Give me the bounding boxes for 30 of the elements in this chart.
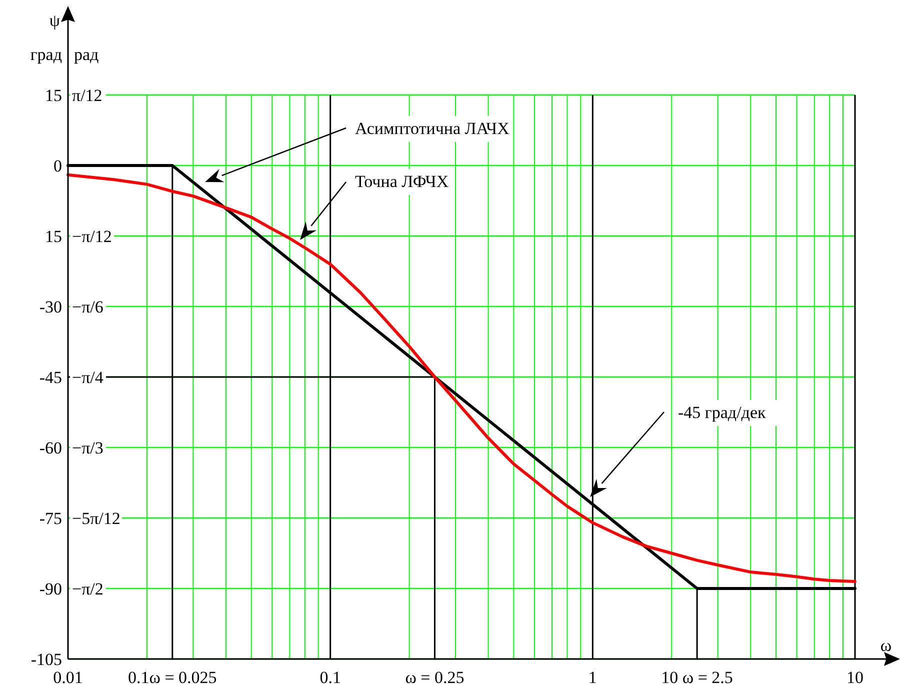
text: град xyxy=(30,45,62,64)
y-tick-label: -105 xyxy=(30,650,62,669)
y-tick-label: -30 xyxy=(39,298,62,316)
y-tick-label: -90 xyxy=(39,580,62,598)
y2-tick-label: −π/4 xyxy=(72,368,104,387)
y-tick-label: -45 xyxy=(39,368,62,387)
y2-tick-label: −π/6 xyxy=(72,298,104,316)
annotation: Асимптотична ЛАЧХ xyxy=(355,119,510,138)
y-tick-label: -75 xyxy=(39,509,62,528)
y2-tick-label: −5π/12 xyxy=(72,509,120,528)
y2-tick-label: π/12 xyxy=(72,86,102,105)
y-tick-label: -60 xyxy=(39,438,62,458)
annotation: Точна ЛФЧХ xyxy=(355,172,449,191)
x-tick-label: 0.01 xyxy=(53,668,83,687)
x-tick-label: 10 ω = 2.5 xyxy=(661,668,733,687)
annotation: -45 град/дек xyxy=(678,403,766,422)
x-tick-label: 1 xyxy=(588,668,597,687)
y2-tick-label: −π/3 xyxy=(72,438,104,458)
x-tick-label: ω = 0.25 xyxy=(405,668,464,687)
y-tick-label: 15 xyxy=(45,227,62,246)
y-tick-label: 0 xyxy=(54,156,62,176)
y2-tick-label: −π/12 xyxy=(72,227,112,246)
y-axis-title: ψ xyxy=(49,11,60,30)
y-tick-label: 15 xyxy=(45,86,62,105)
text: рад xyxy=(74,45,100,64)
x-tick-label: 10 xyxy=(846,668,864,687)
x-tick-label: 0.1ω = 0.025 xyxy=(128,668,217,687)
y2-tick-label: −π/2 xyxy=(72,580,104,598)
x-tick-label: 0.1 xyxy=(320,668,341,687)
x-axis-title: ω xyxy=(880,636,892,655)
